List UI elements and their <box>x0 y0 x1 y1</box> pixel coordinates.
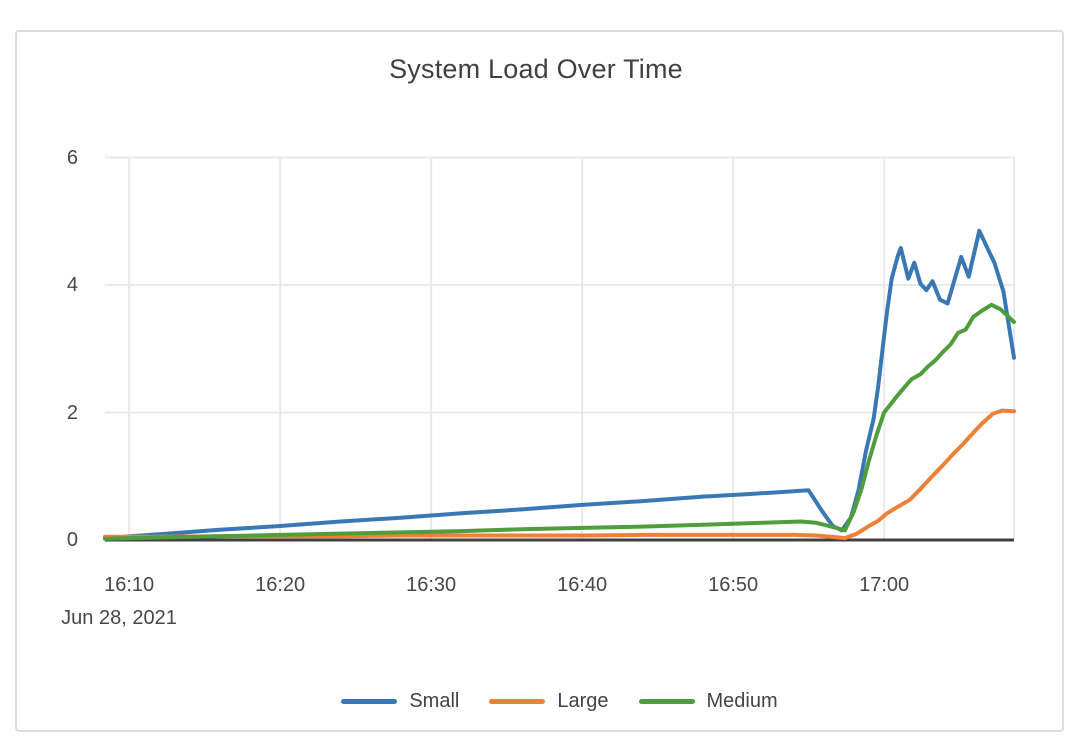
chart-title: System Load Over Time <box>389 54 683 84</box>
y-tick-label: 4 <box>66 274 78 296</box>
y-tick-label: 6 <box>66 146 78 169</box>
x-axis-date-label: Jun 28, 2021 <box>61 607 177 629</box>
series-line-large[interactable] <box>103 408 1016 541</box>
legend-item-small[interactable]: Small <box>341 688 459 714</box>
legend-line-swatch-small <box>341 698 398 704</box>
legend-label: Medium <box>706 690 778 712</box>
chart-card <box>15 30 1064 732</box>
x-tick-label: 16:30 <box>406 574 457 596</box>
legend-label: Large <box>557 690 609 712</box>
y-tick-label: 2 <box>66 401 78 424</box>
x-tick-label: 17:00 <box>859 574 910 596</box>
legend-item-large[interactable]: Large <box>489 688 609 714</box>
legend-line-swatch-large <box>489 698 546 704</box>
y-tick-label: 0 <box>66 529 78 551</box>
legend-label: Small <box>409 690 460 712</box>
series-line-small[interactable] <box>103 228 1016 541</box>
chart-legend: Small Large Medium <box>105 688 1014 714</box>
x-tick-label: 16:10 <box>104 574 155 596</box>
x-tick-label: 16:40 <box>557 574 608 596</box>
series-line-medium[interactable] <box>103 302 1016 541</box>
legend-item-medium[interactable]: Medium <box>638 688 778 714</box>
x-tick-label: 16:50 <box>708 574 759 596</box>
legend-line-swatch-medium <box>638 698 695 704</box>
x-tick-label: 16:20 <box>255 574 306 596</box>
